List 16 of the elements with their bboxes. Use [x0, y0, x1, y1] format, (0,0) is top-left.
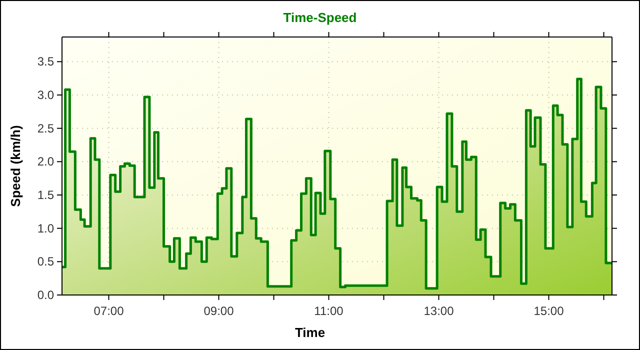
x-tick-label: 13:00: [424, 304, 454, 318]
x-tick-label: 07:00: [94, 304, 124, 318]
x-tick-label: 09:00: [204, 304, 234, 318]
y-tick-label: 0.0: [37, 288, 54, 302]
y-tick-label: 0.5: [37, 254, 54, 269]
x-tick-label: 11:00: [314, 304, 344, 318]
chart-title: Time-Speed: [283, 10, 357, 25]
x-tick-label: 15:00: [534, 304, 564, 318]
y-tick-label: 3.5: [37, 54, 54, 69]
y-tick-label: 1.5: [37, 188, 54, 202]
y-tick-label: 2.5: [37, 121, 54, 136]
y-tick-label: 2.0: [37, 154, 54, 169]
y-tick-label: 3.0: [37, 88, 54, 102]
y-tick-label: 1.0: [37, 221, 54, 236]
y-axis-title: Speed (km/h): [8, 125, 23, 207]
x-axis-title: Time: [294, 325, 326, 340]
